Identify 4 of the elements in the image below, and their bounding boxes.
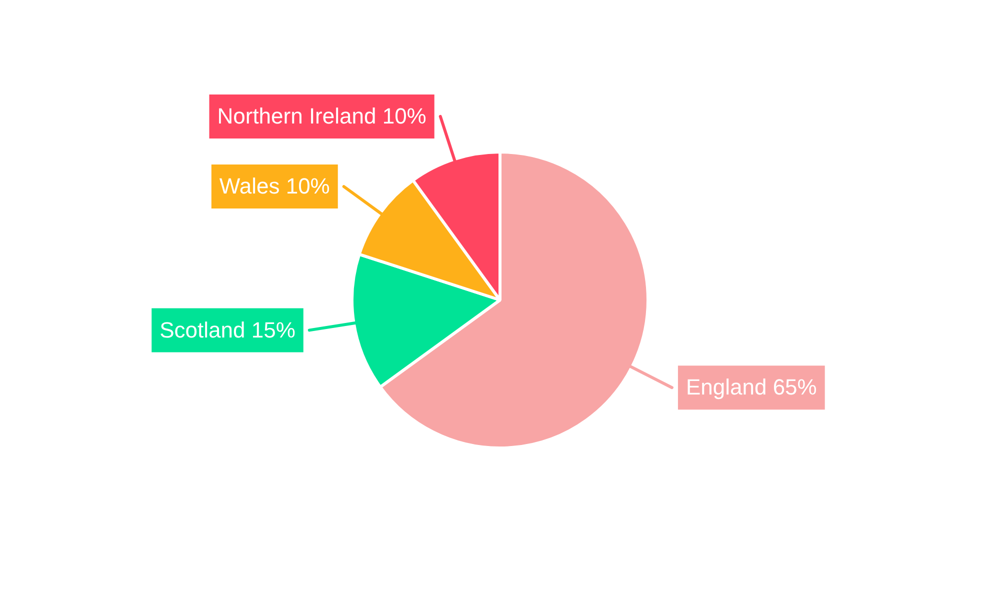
slice-label: Northern Ireland 10% xyxy=(217,104,426,129)
slice-label: Wales 10% xyxy=(219,174,330,199)
slice-label: Scotland 15% xyxy=(160,317,296,342)
slice-label: England 65% xyxy=(686,374,817,400)
